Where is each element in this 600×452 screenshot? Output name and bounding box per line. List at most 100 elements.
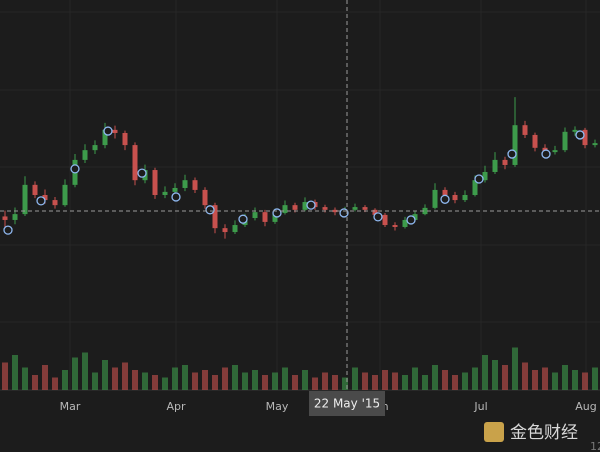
volume-bar bbox=[222, 367, 228, 390]
volume-bar bbox=[342, 377, 348, 390]
volume-bar bbox=[582, 372, 588, 390]
watermark: 金色财经 bbox=[484, 422, 578, 443]
candle-body bbox=[182, 180, 188, 188]
watermark-text: 金色财经 bbox=[510, 423, 578, 443]
candle-body bbox=[552, 150, 558, 153]
volume-bar bbox=[132, 370, 138, 390]
candle-body bbox=[2, 216, 8, 220]
volume-bar bbox=[322, 372, 328, 390]
volume-bar bbox=[192, 372, 198, 390]
candle-body bbox=[472, 180, 478, 195]
candle-body bbox=[352, 207, 358, 210]
candle-body bbox=[502, 159, 508, 165]
candle-body bbox=[122, 132, 128, 146]
volume-bar bbox=[302, 370, 308, 390]
volume-bar bbox=[502, 365, 508, 390]
marker bbox=[103, 126, 113, 136]
candle-body bbox=[192, 180, 198, 190]
volume-bar bbox=[282, 367, 288, 390]
marker bbox=[440, 194, 450, 204]
volume-bar bbox=[512, 347, 518, 390]
candle-body bbox=[422, 207, 428, 215]
volume-bar bbox=[422, 375, 428, 390]
candle-body bbox=[302, 202, 308, 210]
volume-bar bbox=[122, 362, 128, 390]
volume-bar bbox=[102, 360, 108, 390]
candle-body bbox=[232, 225, 238, 233]
candle-body bbox=[332, 209, 338, 213]
volume-bar bbox=[362, 372, 368, 390]
candle-body bbox=[262, 212, 268, 222]
candle-body bbox=[252, 212, 258, 219]
candle-body bbox=[522, 125, 528, 135]
volume-bar bbox=[522, 362, 528, 390]
candle-body bbox=[212, 205, 218, 229]
volume-bar bbox=[42, 365, 48, 390]
marker bbox=[272, 208, 282, 218]
volume-bar bbox=[22, 367, 28, 390]
volume-bar bbox=[592, 367, 598, 390]
h-grid bbox=[0, 11, 600, 323]
candle-body bbox=[382, 214, 388, 226]
candle-body bbox=[512, 125, 518, 165]
candle-body bbox=[112, 129, 118, 133]
volume-bar bbox=[382, 370, 388, 390]
marker bbox=[575, 130, 585, 140]
marker bbox=[3, 225, 13, 235]
volume-bar bbox=[472, 367, 478, 390]
volume-bar bbox=[572, 370, 578, 390]
volume-bar bbox=[392, 372, 398, 390]
volume-bar bbox=[452, 375, 458, 390]
marker bbox=[541, 149, 551, 159]
volume-bar bbox=[232, 365, 238, 390]
candle-body bbox=[462, 195, 468, 201]
marker bbox=[238, 214, 248, 224]
candle-body bbox=[392, 225, 398, 227]
volume-bar bbox=[172, 367, 178, 390]
volume-bar bbox=[402, 375, 408, 390]
time-label: 12: bbox=[590, 440, 600, 452]
candle-body bbox=[432, 189, 438, 208]
x-tick-label: Apr bbox=[166, 400, 186, 413]
candle-body bbox=[22, 184, 28, 215]
volume-bar bbox=[242, 372, 248, 390]
volume-bar bbox=[312, 377, 318, 390]
candle-body bbox=[62, 184, 68, 206]
candle-body bbox=[492, 159, 498, 172]
candle-body bbox=[172, 187, 178, 192]
volume-bar bbox=[112, 367, 118, 390]
volume-bar bbox=[92, 372, 98, 390]
volume-bar bbox=[82, 352, 88, 390]
candle-body bbox=[362, 207, 368, 210]
volume-bar bbox=[262, 375, 268, 390]
volume-bar bbox=[162, 377, 168, 390]
volume-bar bbox=[12, 355, 18, 390]
marker bbox=[137, 168, 147, 178]
volume-bar bbox=[542, 367, 548, 390]
candle-body bbox=[592, 143, 598, 146]
candle-body bbox=[412, 214, 418, 220]
candle-body bbox=[52, 200, 58, 206]
volume-bar bbox=[212, 375, 218, 390]
volume-bar bbox=[62, 370, 68, 390]
marker bbox=[406, 215, 416, 225]
volume-bar bbox=[2, 362, 8, 390]
candle-body bbox=[402, 219, 408, 227]
volume-bar bbox=[352, 367, 358, 390]
candle-body bbox=[292, 205, 298, 210]
marker bbox=[205, 205, 215, 215]
candle-body bbox=[92, 145, 98, 151]
candle-body bbox=[202, 189, 208, 206]
candle-body bbox=[562, 131, 568, 151]
volume-bar bbox=[152, 375, 158, 390]
volume-bar bbox=[72, 357, 78, 390]
volume-bar bbox=[182, 365, 188, 390]
volume-bar bbox=[202, 370, 208, 390]
candle-body bbox=[572, 129, 578, 132]
candle-body bbox=[32, 184, 38, 195]
volume-bar bbox=[562, 365, 568, 390]
candle-body bbox=[442, 189, 448, 195]
candle-body bbox=[272, 212, 278, 222]
